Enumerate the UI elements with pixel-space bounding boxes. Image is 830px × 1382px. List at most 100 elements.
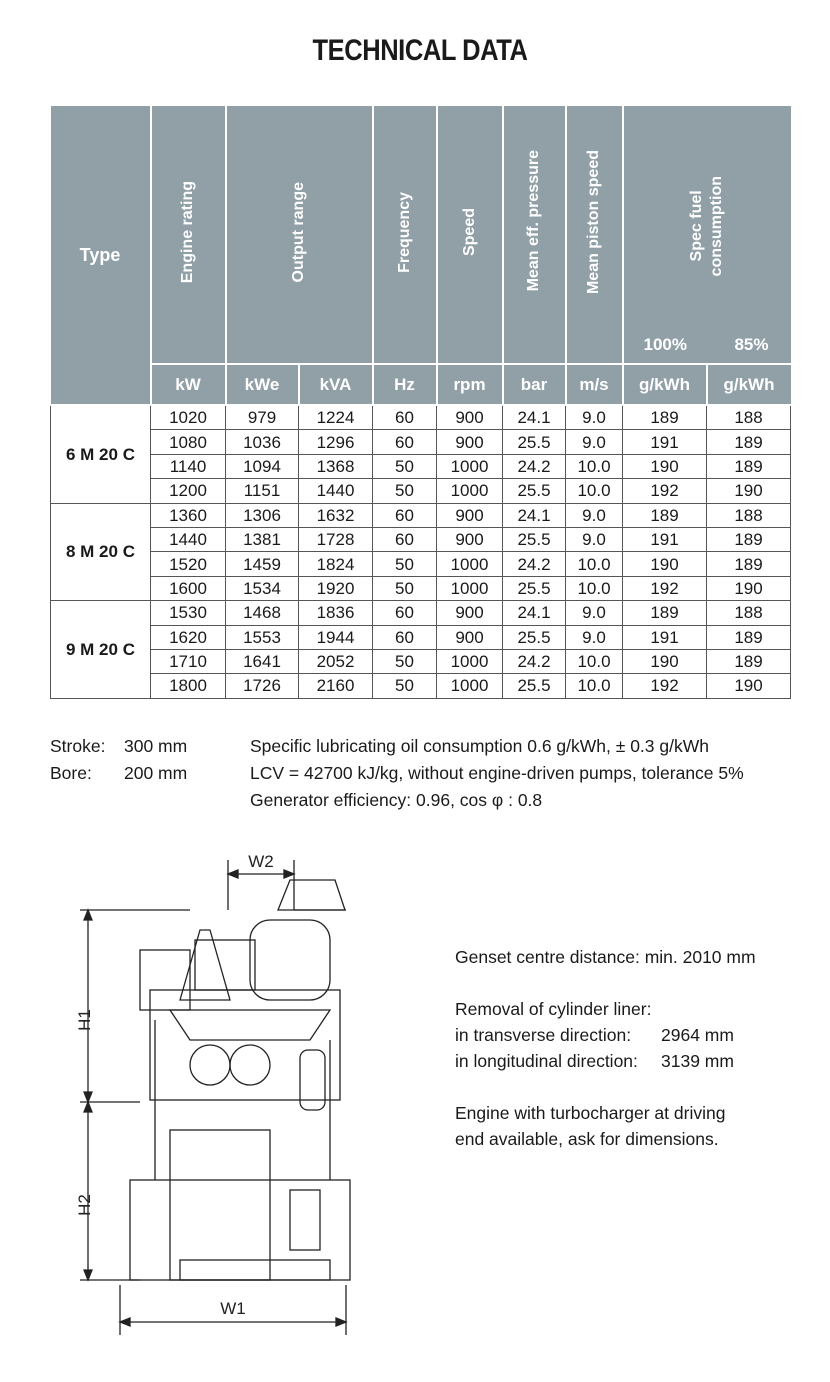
table-cell: 190 <box>706 478 791 504</box>
table-cell: 189 <box>706 551 791 577</box>
table-cell: 900 <box>436 600 503 626</box>
table-cell: 1440 <box>150 526 226 553</box>
dimensions-notes: Stroke: 300 mm Bore: 200 mm <box>50 736 188 783</box>
table-row: 1800 1726 2160 50 1000 25.5 10.0 192 190 <box>51 673 791 699</box>
table-cell: 190 <box>622 453 707 480</box>
consumption-notes: Specific lubricating oil consumption 0.6… <box>250 736 744 810</box>
table-cell: 188 <box>706 502 791 528</box>
table-cell: 9.0 <box>565 502 623 528</box>
centre-distance: Genset centre distance: min. 2010 mm <box>455 947 756 967</box>
table-cell: 900 <box>436 429 503 455</box>
table-cell: 24.1 <box>502 600 566 626</box>
unit-header: rpm <box>435 364 504 406</box>
table-cell: 60 <box>372 526 437 553</box>
table-cell: 1641 <box>225 648 299 675</box>
table-cell: 900 <box>436 526 503 553</box>
table-cell: 24.1 <box>502 502 566 528</box>
engine-type: 9 M 20 C <box>50 600 151 699</box>
table-row: 1140 1094 1368 50 1000 24.2 10.0 190 189 <box>51 453 791 480</box>
unit-header: bar <box>501 364 567 406</box>
table-cell: 1000 <box>436 673 503 699</box>
table-cell: 1306 <box>225 502 299 528</box>
unit-header: g/kWh <box>705 364 791 406</box>
table-cell: 1459 <box>225 551 299 577</box>
table-cell: 24.2 <box>502 551 566 577</box>
engine-type: 6 M 20 C <box>50 404 151 504</box>
table-cell: 1200 <box>150 478 226 504</box>
header-output-range: Output range <box>224 106 374 365</box>
table-cell: 192 <box>622 575 707 602</box>
table-cell: 190 <box>706 673 791 699</box>
table-cell: 1530 <box>150 600 226 626</box>
unit-header: kVA <box>297 364 374 406</box>
table-cell: 1224 <box>298 404 373 431</box>
table-cell: 9.0 <box>565 526 623 553</box>
table-cell: 900 <box>436 404 503 431</box>
table-cell: 1381 <box>225 526 299 553</box>
table-cell: 25.5 <box>502 478 566 504</box>
h2-label: H2 <box>75 1194 94 1216</box>
h1-label: H1 <box>75 1009 94 1031</box>
table-cell: 979 <box>225 404 299 431</box>
header-engine-rating: Engine rating <box>149 106 227 365</box>
table-cell: 1836 <box>298 600 373 626</box>
table-cell: 188 <box>706 404 791 431</box>
table-row: 1710 1641 2052 50 1000 24.2 10.0 190 189 <box>51 648 791 675</box>
table-cell: 1553 <box>225 624 299 650</box>
table-cell: 1726 <box>225 673 299 699</box>
table-cell: 189 <box>622 404 707 431</box>
table-cell: 189 <box>622 502 707 528</box>
table-cell: 9.0 <box>565 404 623 431</box>
table-cell: 9.0 <box>565 429 623 455</box>
table-cell: 192 <box>622 478 707 504</box>
table-cell: 1368 <box>298 453 373 480</box>
table-cell: 189 <box>706 526 791 553</box>
table-cell: 10.0 <box>565 648 623 675</box>
table-row: 6 M 20 C 1020 979 1224 60 900 24.1 9.0 189 188 <box>50 404 791 504</box>
table-row: 1620 1553 1944 60 900 25.5 9.0 191 189 <box>51 624 791 650</box>
table-cell: 50 <box>372 478 437 504</box>
header-frequency: Frequency <box>371 106 438 365</box>
table-cell: 25.5 <box>502 575 566 602</box>
table-cell: 1600 <box>150 575 226 602</box>
header-type: Type <box>50 106 152 406</box>
table-row: 8 M 20 C 1360 1306 1632 60 900 24.1 9.0 189 188 <box>50 502 791 602</box>
table-cell: 9.0 <box>565 600 623 626</box>
unit-header: kWe <box>224 364 300 406</box>
table-cell: 1036 <box>225 429 299 455</box>
table-cell: 1920 <box>298 575 373 602</box>
table-cell: 900 <box>436 502 503 528</box>
table-cell: 190 <box>622 551 707 577</box>
unit-header: m/s <box>564 364 624 406</box>
table-cell: 1094 <box>225 453 299 480</box>
table-cell: 24.1 <box>502 404 566 431</box>
table-cell: 60 <box>372 624 437 650</box>
table-cell: 900 <box>436 624 503 650</box>
table-cell: 10.0 <box>565 551 623 577</box>
table-cell: 50 <box>372 673 437 699</box>
table-cell: 1824 <box>298 551 373 577</box>
table-row: 1200 1151 1440 50 1000 25.5 10.0 192 190 <box>51 478 791 504</box>
table-cell: 1534 <box>225 575 299 602</box>
table-row: 1600 1534 1920 50 1000 25.5 10.0 192 190 <box>51 575 791 602</box>
table-cell: 25.5 <box>502 429 566 455</box>
table-cell: 189 <box>706 648 791 675</box>
table-cell: 1080 <box>150 429 226 455</box>
turbocharger-note: Engine with turbocharger at driving end … <box>455 1103 726 1149</box>
table-cell: 1710 <box>150 648 226 675</box>
unit-header: kW <box>150 364 227 406</box>
table-cell: 50 <box>372 551 437 577</box>
table-cell: 1728 <box>298 526 373 553</box>
table-cell: 1151 <box>225 478 299 504</box>
table-cell: 10.0 <box>565 673 623 699</box>
table-cell: 10.0 <box>565 478 623 504</box>
table-cell: 190 <box>622 648 707 675</box>
table-cell: 189 <box>706 429 791 455</box>
table-cell: 1000 <box>436 575 503 602</box>
table-cell: 189 <box>706 453 791 480</box>
table-cell: 191 <box>622 429 707 455</box>
table-cell: 1440 <box>298 478 373 504</box>
table-cell: 1000 <box>436 551 503 577</box>
table-cell: 192 <box>622 673 707 699</box>
header-spec-fuel: Spec fuel consumption 100% 85% <box>621 106 791 365</box>
